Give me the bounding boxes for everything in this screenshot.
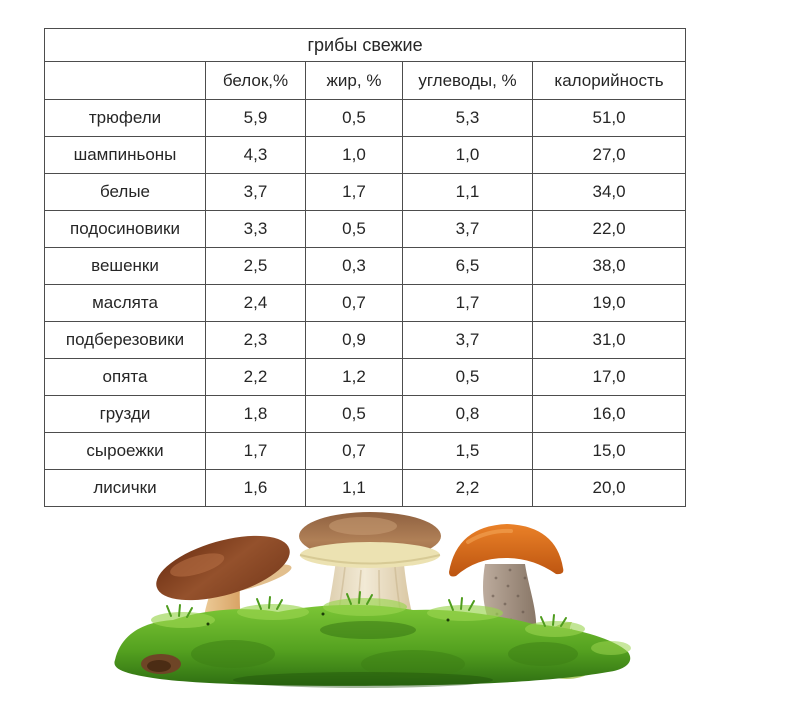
table-row: грузди 1,8 0,5 0,8 16,0 bbox=[44, 395, 687, 433]
cell-fat: 1,1 bbox=[305, 469, 403, 507]
cell-carbs: 1,7 bbox=[402, 284, 533, 322]
cell-protein: 2,2 bbox=[205, 358, 306, 396]
table-row: подосиновики 3,3 0,5 3,7 22,0 bbox=[44, 210, 687, 248]
cell-calories: 27,0 bbox=[531, 136, 687, 174]
cell-fat: 0,5 bbox=[305, 395, 403, 433]
cell-fat: 0,5 bbox=[305, 210, 403, 248]
cell-mushroom-name: подберезовики bbox=[44, 321, 206, 359]
col-header-calories: калорийность bbox=[531, 61, 687, 100]
cell-protein: 2,3 bbox=[205, 321, 306, 359]
col-header-fat: жир, % bbox=[305, 61, 403, 100]
cell-fat: 0,9 bbox=[305, 321, 403, 359]
cell-carbs: 3,7 bbox=[402, 321, 533, 359]
mushrooms-photo bbox=[113, 512, 673, 704]
cell-mushroom-name: трюфели bbox=[44, 99, 206, 137]
col-header-protein: белок,% bbox=[205, 61, 306, 100]
cell-protein: 1,8 bbox=[205, 395, 306, 433]
cell-mushroom-name: белые bbox=[44, 173, 206, 211]
cell-carbs: 3,7 bbox=[402, 210, 533, 248]
cell-calories: 20,0 bbox=[531, 469, 687, 507]
cell-mushroom-name: лисички bbox=[44, 469, 206, 507]
cell-protein: 5,9 bbox=[205, 99, 306, 137]
table-row: белые 3,7 1,7 1,1 34,0 bbox=[44, 173, 687, 211]
cell-mushroom-name: вешенки bbox=[44, 247, 206, 285]
cell-carbs: 1,5 bbox=[402, 432, 533, 470]
cell-protein: 2,4 bbox=[205, 284, 306, 322]
cell-carbs: 0,5 bbox=[402, 358, 533, 396]
cell-mushroom-name: подосиновики bbox=[44, 210, 206, 248]
cell-carbs: 1,0 bbox=[402, 136, 533, 174]
cell-calories: 22,0 bbox=[531, 210, 687, 248]
cell-fat: 1,0 bbox=[305, 136, 403, 174]
table-row: сыроежки 1,7 0,7 1,5 15,0 bbox=[44, 432, 687, 470]
table-row: лисички 1,6 1,1 2,2 20,0 bbox=[44, 469, 687, 507]
cell-calories: 34,0 bbox=[531, 173, 687, 211]
cell-calories: 51,0 bbox=[531, 99, 687, 137]
table-row: вешенки 2,5 0,3 6,5 38,0 bbox=[44, 247, 687, 285]
cell-mushroom-name: сыроежки bbox=[44, 432, 206, 470]
col-header-empty bbox=[44, 61, 206, 100]
cell-calories: 31,0 bbox=[531, 321, 687, 359]
cell-protein: 3,3 bbox=[205, 210, 306, 248]
cell-mushroom-name: грузди bbox=[44, 395, 206, 433]
table-row: подберезовики 2,3 0,9 3,7 31,0 bbox=[44, 321, 687, 359]
cell-calories: 16,0 bbox=[531, 395, 687, 433]
cell-calories: 19,0 bbox=[531, 284, 687, 322]
cell-fat: 0,7 bbox=[305, 284, 403, 322]
cell-protein: 3,7 bbox=[205, 173, 306, 211]
mushroom-nutrition-table: грибы свежие белок,% жир, % углеводы, % … bbox=[43, 28, 687, 507]
cell-mushroom-name: шампиньоны bbox=[44, 136, 206, 174]
table-row: трюфели 5,9 0,5 5,3 51,0 bbox=[44, 99, 687, 137]
table-title-text: грибы свежие bbox=[307, 34, 423, 55]
cell-fat: 0,7 bbox=[305, 432, 403, 470]
cell-fat: 1,7 bbox=[305, 173, 403, 211]
grass-tufts bbox=[166, 591, 567, 627]
cell-calories: 17,0 bbox=[531, 358, 687, 396]
table-row: опята 2,2 1,2 0,5 17,0 bbox=[44, 358, 687, 396]
cell-mushroom-name: маслята bbox=[44, 284, 206, 322]
cell-mushroom-name: опята bbox=[44, 358, 206, 396]
moss-mound bbox=[114, 591, 631, 688]
cell-fat: 0,3 bbox=[305, 247, 403, 285]
cell-fat: 0,5 bbox=[305, 99, 403, 137]
mushrooms-illustration bbox=[114, 512, 631, 688]
cell-carbs: 0,8 bbox=[402, 395, 533, 433]
table-title: грибы свежие bbox=[43, 28, 687, 62]
cell-carbs: 6,5 bbox=[402, 247, 533, 285]
cell-carbs: 2,2 bbox=[402, 469, 533, 507]
cell-calories: 15,0 bbox=[531, 432, 687, 470]
cell-protein: 2,5 bbox=[205, 247, 306, 285]
cell-carbs: 5,3 bbox=[402, 99, 533, 137]
col-header-carbs: углеводы, % bbox=[402, 61, 533, 100]
cell-protein: 4,3 bbox=[205, 136, 306, 174]
cell-fat: 1,2 bbox=[305, 358, 403, 396]
cell-protein: 1,7 bbox=[205, 432, 306, 470]
table-row: шампиньоны 4,3 1,0 1,0 27,0 bbox=[44, 136, 687, 174]
table-row: маслята 2,4 0,7 1,7 19,0 bbox=[44, 284, 687, 322]
cell-carbs: 1,1 bbox=[402, 173, 533, 211]
table-header-row: белок,% жир, % углеводы, % калорийность bbox=[44, 61, 687, 100]
cell-protein: 1,6 bbox=[205, 469, 306, 507]
cell-calories: 38,0 bbox=[531, 247, 687, 285]
table-title-row: грибы свежие bbox=[43, 28, 687, 62]
